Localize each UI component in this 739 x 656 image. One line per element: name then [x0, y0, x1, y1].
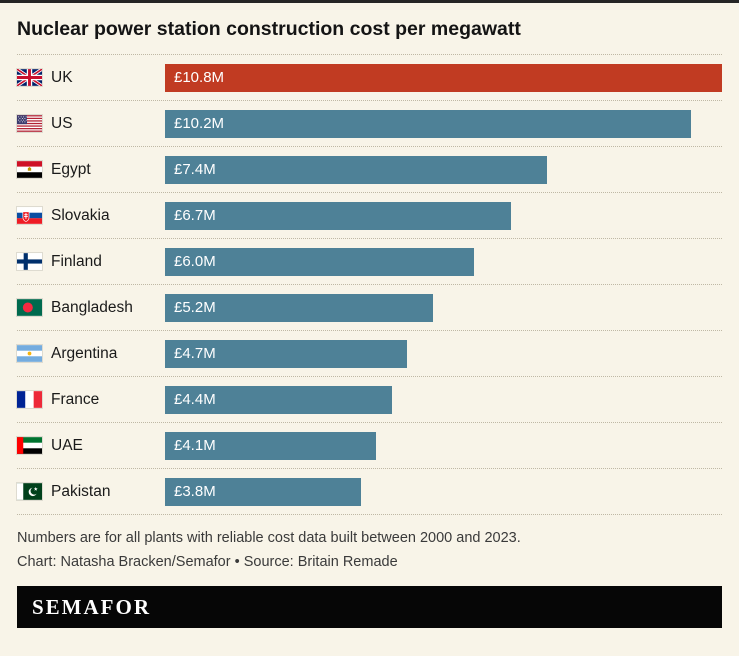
- flag-uk-icon: [17, 69, 42, 86]
- flag-finland-icon: [17, 253, 42, 270]
- bar-track: £4.4M: [165, 385, 722, 414]
- country-label: Pakistan: [51, 482, 111, 500]
- bar-track: £5.2M: [165, 293, 722, 322]
- chart-title: Nuclear power station construction cost …: [17, 18, 521, 40]
- country-label-cell: Argentina: [17, 345, 165, 363]
- chart-row: Pakistan £3.8M: [17, 469, 722, 515]
- bar-value-label: £7.4M: [174, 161, 216, 178]
- credit-line: Chart: Natasha Bracken/Semafor • Source:…: [17, 554, 398, 570]
- flag-slovakia-icon: [17, 207, 42, 224]
- country-label: Egypt: [51, 160, 91, 178]
- chart-row: Egypt £7.4M: [17, 147, 722, 193]
- bar-value-label: £10.2M: [174, 115, 225, 132]
- chart-row: US £10.2M: [17, 101, 722, 147]
- country-label-cell: Egypt: [17, 161, 165, 179]
- bar: £10.2M: [165, 109, 692, 138]
- country-label-cell: UK: [17, 69, 165, 87]
- bar-value-label: £6.0M: [174, 253, 216, 270]
- bar: £4.1M: [165, 431, 377, 460]
- bar-value-label: £4.4M: [174, 391, 216, 408]
- flag-uae-icon: [17, 437, 42, 454]
- chart-row: Argentina £4.7M: [17, 331, 722, 377]
- country-label: UK: [51, 68, 73, 86]
- bar: £4.4M: [165, 385, 392, 414]
- flag-egypt-icon: [17, 161, 42, 178]
- semafor-logo: SEMAFOR: [32, 594, 151, 619]
- chart-row: France £4.4M: [17, 377, 722, 423]
- country-label-cell: France: [17, 391, 165, 409]
- semafor-logo-bar: SEMAFOR: [17, 586, 722, 628]
- bar-track: £7.4M: [165, 155, 722, 184]
- country-label: Finland: [51, 252, 102, 270]
- country-label: UAE: [51, 436, 83, 454]
- country-label: US: [51, 114, 73, 132]
- chart-rows: UK £10.8M US £10.2M Egypt £7.4M Slovakia £6.7M F…: [17, 54, 722, 515]
- flag-us-icon: [17, 115, 42, 132]
- chart-row: Slovakia £6.7M: [17, 193, 722, 239]
- chart-row: UAE £4.1M: [17, 423, 722, 469]
- country-label-cell: Bangladesh: [17, 299, 165, 317]
- bar-value-label: £4.1M: [174, 437, 216, 454]
- bar-value-label: £4.7M: [174, 345, 216, 362]
- flag-france-icon: [17, 391, 42, 408]
- bar-value-label: £6.7M: [174, 207, 216, 224]
- flag-argentina-icon: [17, 345, 42, 362]
- footnote: Numbers are for all plants with reliable…: [17, 530, 521, 546]
- bar: £6.0M: [165, 247, 475, 276]
- country-label: Argentina: [51, 344, 118, 362]
- bar-track: £10.8M: [165, 63, 722, 92]
- bar-track: £6.0M: [165, 247, 722, 276]
- bar: £6.7M: [165, 201, 511, 230]
- country-label-cell: UAE: [17, 437, 165, 455]
- bar-value-label: £3.8M: [174, 483, 216, 500]
- bar: £4.7M: [165, 339, 408, 368]
- bar-value-label: £5.2M: [174, 299, 216, 316]
- chart-row: UK £10.8M: [17, 55, 722, 101]
- flag-bangladesh-icon: [17, 299, 42, 316]
- chart-row: Bangladesh £5.2M: [17, 285, 722, 331]
- bar-track: £6.7M: [165, 201, 722, 230]
- country-label-cell: US: [17, 115, 165, 133]
- country-label: France: [51, 390, 100, 408]
- bar: £3.8M: [165, 477, 361, 506]
- flag-pakistan-icon: [17, 483, 42, 500]
- bar-track: £4.7M: [165, 339, 722, 368]
- bar: £7.4M: [165, 155, 547, 184]
- country-label: Bangladesh: [51, 298, 133, 316]
- bar-track: £10.2M: [165, 109, 722, 138]
- bar-value-label: £10.8M: [174, 69, 225, 86]
- bar: £5.2M: [165, 293, 434, 322]
- bar-track: £4.1M: [165, 431, 722, 460]
- bar: £10.8M: [165, 63, 722, 92]
- country-label-cell: Slovakia: [17, 207, 165, 225]
- chart-row: Finland £6.0M: [17, 239, 722, 285]
- country-label-cell: Finland: [17, 253, 165, 271]
- bar-track: £3.8M: [165, 477, 722, 506]
- country-label-cell: Pakistan: [17, 483, 165, 501]
- country-label: Slovakia: [51, 206, 110, 224]
